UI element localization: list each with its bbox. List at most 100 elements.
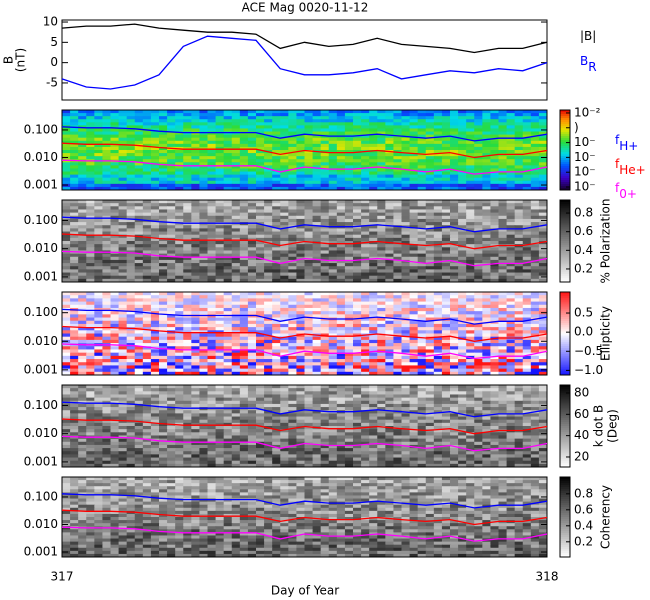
spectrogram-cell	[369, 225, 378, 229]
plot-frame	[61, 199, 548, 283]
spectrogram-cell	[159, 339, 168, 344]
spectrogram-cell	[328, 122, 338, 126]
spectrogram-cell	[191, 263, 201, 267]
spectrogram-cell	[425, 327, 435, 331]
spectrogram-cell	[223, 263, 233, 267]
spectrogram-cell	[433, 317, 443, 322]
spectrogram-cell	[102, 110, 112, 114]
spectrogram-cell	[231, 225, 241, 229]
spectrogram-cell	[369, 116, 378, 120]
spectrogram-cell	[70, 352, 79, 357]
spectrogram-cell	[312, 365, 322, 370]
spectrogram-cell	[498, 128, 508, 133]
spectrogram-cell	[126, 320, 136, 325]
spectrogram-cell	[336, 278, 346, 282]
spectrogram-cell	[417, 292, 427, 296]
spectrogram-cell	[280, 215, 289, 220]
spectrogram-cell	[175, 203, 184, 207]
colorbar-cell	[560, 180, 570, 183]
spectrogram-cell	[159, 186, 168, 190]
spectrogram-cell	[530, 269, 540, 274]
spectrogram-cell	[94, 244, 104, 248]
spectrogram-cell	[466, 206, 475, 211]
spectrogram-cell	[425, 365, 435, 370]
y-tick-label: -5	[46, 75, 58, 89]
spectrogram-cell	[94, 140, 104, 145]
spectrogram-cell	[328, 339, 338, 344]
spectrogram-cell	[142, 317, 152, 322]
spectrogram-cell	[264, 314, 273, 319]
spectrogram-cell	[530, 275, 540, 280]
spectrogram-cell	[215, 304, 225, 309]
spectrogram-cell	[239, 323, 249, 328]
spectrogram-cell	[538, 231, 547, 236]
spectrogram-cell	[441, 116, 451, 120]
spectrogram-cell	[94, 359, 104, 363]
spectrogram-cell	[425, 131, 435, 136]
spectrogram-cell	[231, 212, 241, 217]
spectrogram-cell	[231, 122, 241, 126]
spectrogram-cell	[110, 186, 120, 190]
spectrogram-cell	[474, 272, 483, 277]
spectrogram-cell	[256, 134, 265, 139]
spectrogram-cell	[433, 140, 443, 145]
spectrogram-cell	[417, 346, 427, 351]
spectrogram-cell	[118, 349, 128, 354]
spectrogram-cell	[288, 143, 298, 148]
spectrogram-cell	[118, 153, 128, 157]
spectrogram-cell	[514, 295, 524, 299]
spectrogram-cell	[482, 150, 492, 154]
spectrogram-cell	[506, 183, 516, 188]
spectrogram-cell	[134, 336, 144, 341]
spectrogram-cell	[239, 256, 249, 261]
spectrogram-cell	[417, 128, 427, 133]
spectrogram-cell	[328, 253, 338, 258]
spectrogram-cell	[62, 295, 71, 299]
spectrogram-cell	[264, 162, 273, 166]
spectrogram-cell	[70, 311, 79, 315]
spectrogram-cell	[458, 110, 467, 114]
spectrogram-cell	[199, 231, 209, 236]
spectrogram-cell	[425, 146, 435, 151]
spectrogram-cell	[401, 218, 411, 223]
spectrogram-cell	[70, 150, 79, 154]
spectrogram-cell	[256, 323, 265, 328]
spectrogram-cell	[328, 203, 338, 207]
spectrogram-cell	[102, 371, 112, 375]
spectrogram-cell	[288, 113, 298, 117]
spectrogram-cell	[441, 333, 451, 338]
spectrogram-cell	[409, 165, 419, 170]
spectrogram-cell	[441, 330, 451, 335]
spectrogram-cell	[466, 119, 475, 123]
spectrogram-cell	[353, 156, 362, 160]
spectrogram-cell	[344, 320, 354, 325]
spectrogram-cell	[498, 307, 508, 312]
spectrogram-cell	[433, 231, 443, 236]
colorbar-cell	[560, 325, 570, 328]
spectrogram-cell	[450, 209, 459, 214]
spectrogram-cell	[102, 244, 112, 248]
spectrogram-cell	[409, 269, 419, 274]
spectrogram-cell	[215, 346, 225, 351]
spectrogram-cell	[482, 250, 492, 255]
spectrogram-cell	[280, 323, 289, 328]
spectrogram-cell	[288, 140, 298, 145]
spectrogram-cell	[183, 298, 192, 303]
spectrogram-cell	[126, 371, 136, 375]
spectrogram-cell	[344, 368, 354, 373]
spectrogram-cell	[304, 359, 314, 363]
spectrogram-cell	[264, 231, 273, 236]
spectrogram-cell	[272, 110, 281, 114]
spectrogram-cell	[401, 333, 411, 338]
colorbar-tick-label: 0.2	[574, 261, 593, 275]
spectrogram-cell	[466, 250, 475, 255]
spectrogram-cell	[78, 116, 87, 120]
spectrogram-cell	[223, 298, 233, 303]
spectrogram-cell	[450, 295, 459, 299]
spectrogram-cell	[183, 362, 192, 367]
spectrogram-cell	[150, 250, 160, 255]
spectrogram-cell	[506, 200, 516, 204]
spectrogram-cell	[401, 247, 411, 252]
spectrogram-cell	[256, 209, 265, 214]
spectrogram-cell	[150, 134, 160, 139]
